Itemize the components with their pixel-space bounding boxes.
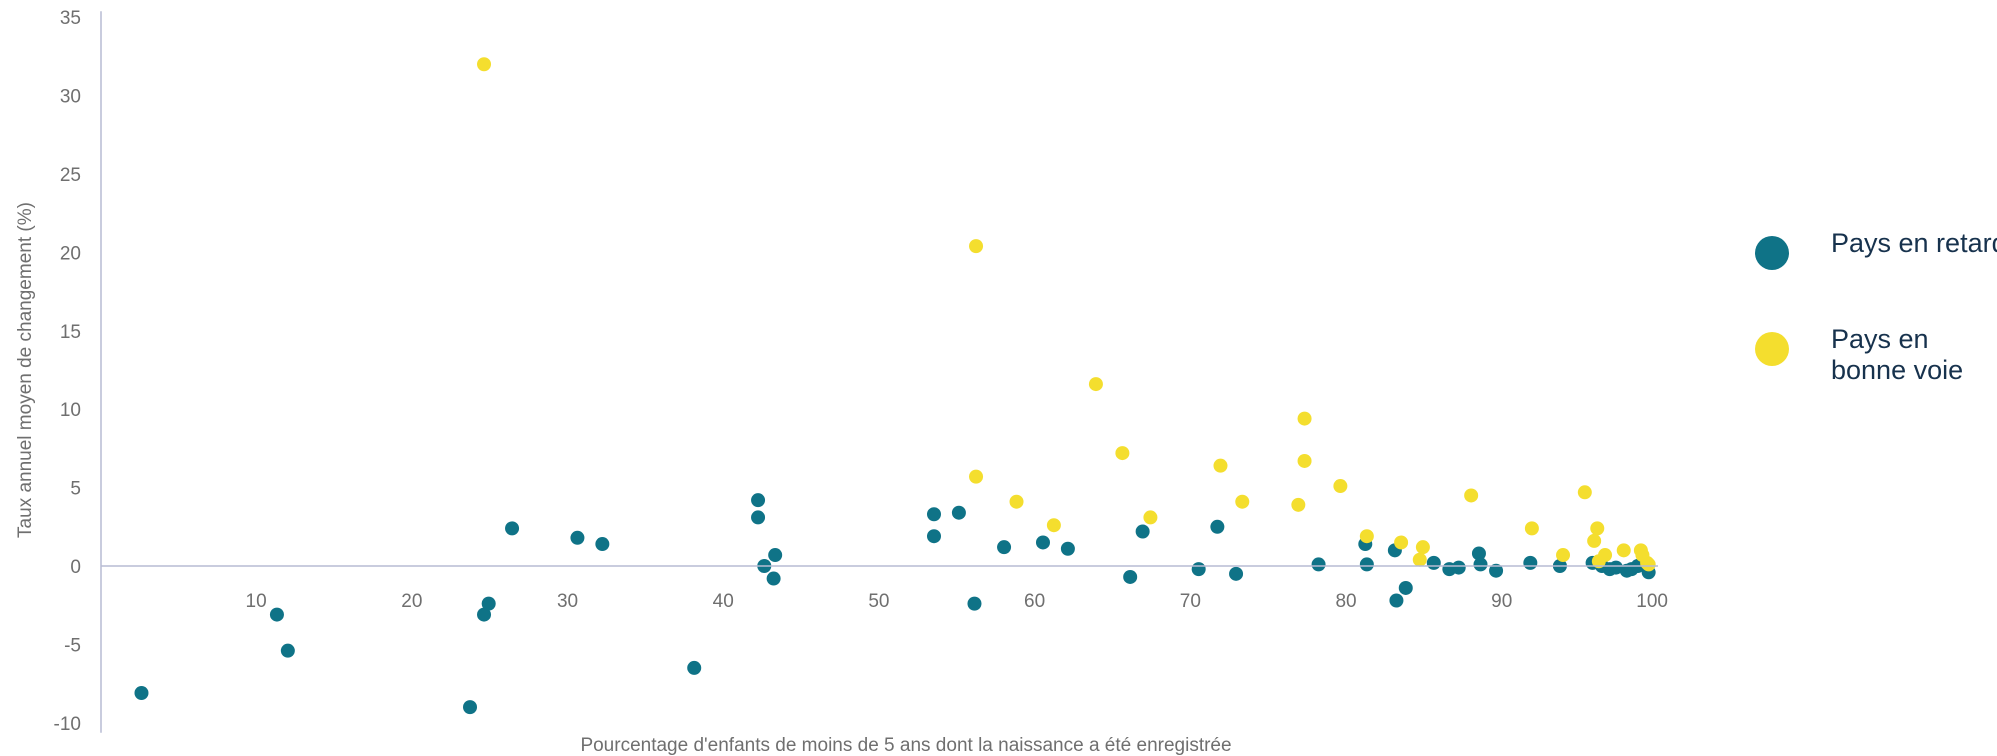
point-pays-en-bonne-voie <box>1297 411 1312 426</box>
point-pays-en-bonne-voie <box>1359 529 1374 544</box>
legend-swatch-pays-en-bonne-voie <box>1755 332 1789 366</box>
x-tick-label: 80 <box>1335 591 1356 612</box>
point-pays-en-retard <box>768 548 783 563</box>
point-pays-en-bonne-voie <box>1587 533 1602 548</box>
point-pays-en-bonne-voie <box>1213 458 1228 473</box>
point-pays-en-retard <box>1060 541 1075 556</box>
y-tick-label: 0 <box>70 557 81 578</box>
y-tick-label: 15 <box>60 322 81 343</box>
point-pays-en-bonne-voie <box>1577 485 1592 500</box>
point-pays-en-retard <box>1608 560 1623 575</box>
x-tick-label: 100 <box>1636 591 1668 612</box>
point-pays-en-bonne-voie <box>1524 521 1539 536</box>
legend-swatch-pays-en-retard <box>1755 236 1789 270</box>
point-pays-en-retard <box>951 505 966 520</box>
point-pays-en-retard <box>595 537 610 552</box>
point-pays-en-bonne-voie <box>1616 543 1631 558</box>
point-pays-en-bonne-voie <box>1235 494 1250 509</box>
point-pays-en-retard <box>967 596 982 611</box>
y-axis-title: Taux annuel moyen de changement (%) <box>15 202 36 538</box>
point-pays-en-retard <box>1311 557 1326 572</box>
point-pays-en-bonne-voie <box>969 469 984 484</box>
y-tick-label: -10 <box>54 714 81 735</box>
x-tick-label: 30 <box>557 591 578 612</box>
y-tick-labels: 35 30 25 20 15 10 5 0 -5 -10 <box>54 8 81 735</box>
y-tick-label: 20 <box>60 243 81 264</box>
point-pays-en-retard <box>1389 593 1404 608</box>
y-tick-label: 10 <box>60 400 81 421</box>
point-pays-en-retard <box>1523 555 1538 570</box>
point-pays-en-retard <box>1191 562 1206 577</box>
legend-label-pays-en-retard: Pays en retard <box>1831 228 1997 258</box>
point-pays-en-retard <box>751 510 766 525</box>
y-tick-label: 30 <box>60 87 81 108</box>
point-pays-en-bonne-voie <box>1009 494 1024 509</box>
y-tick-label: 25 <box>60 165 81 186</box>
x-tick-label: 40 <box>713 591 734 612</box>
point-pays-en-retard <box>1229 566 1244 581</box>
point-pays-en-bonne-voie <box>1333 479 1348 494</box>
point-pays-en-bonne-voie <box>477 57 492 72</box>
point-pays-en-retard <box>751 493 766 508</box>
point-pays-en-bonne-voie <box>1291 497 1306 512</box>
point-pays-en-retard <box>766 571 781 586</box>
point-pays-en-retard <box>463 700 478 715</box>
point-pays-en-retard <box>280 643 295 658</box>
point-pays-en-bonne-voie <box>1297 453 1312 468</box>
point-pays-en-retard <box>570 530 585 545</box>
x-tick-labels: 10 20 30 40 50 60 70 80 90 100 <box>246 591 1668 612</box>
x-tick-label: 60 <box>1024 591 1045 612</box>
point-pays-en-bonne-voie <box>1143 510 1158 525</box>
x-tick-label: 20 <box>401 591 422 612</box>
x-tick-label: 10 <box>246 591 267 612</box>
point-pays-en-retard <box>1035 535 1050 550</box>
point-pays-en-retard <box>481 596 496 611</box>
point-pays-en-bonne-voie <box>1598 548 1613 563</box>
y-tick-label: -5 <box>64 635 81 656</box>
point-pays-en-retard <box>505 521 520 536</box>
point-pays-en-bonne-voie <box>1556 548 1571 563</box>
points-layer <box>134 57 1656 715</box>
point-pays-en-retard <box>1210 519 1225 534</box>
point-pays-en-bonne-voie <box>969 239 984 254</box>
point-pays-en-retard <box>926 529 941 544</box>
y-tick-label: 5 <box>70 479 81 500</box>
point-pays-en-retard <box>1135 524 1150 539</box>
point-pays-en-bonne-voie <box>1412 552 1427 567</box>
point-pays-en-retard <box>269 607 284 622</box>
x-tick-label: 90 <box>1491 591 1512 612</box>
x-axis-title: Pourcentage d'enfants de moins de 5 ans … <box>580 735 1231 756</box>
point-pays-en-bonne-voie <box>1046 518 1061 533</box>
point-pays-en-retard <box>687 660 702 675</box>
legend-label-pays-en-bonne-voie: Pays en bonne voie <box>1831 324 1964 385</box>
x-tick-label: 70 <box>1180 591 1201 612</box>
point-pays-en-retard <box>1359 557 1374 572</box>
point-pays-en-retard <box>1398 580 1413 595</box>
point-pays-en-retard <box>1473 557 1488 572</box>
point-pays-en-retard <box>1123 569 1138 584</box>
point-pays-en-retard <box>1451 560 1466 575</box>
point-pays-en-retard <box>926 507 941 522</box>
point-pays-en-bonne-voie <box>1464 488 1479 503</box>
point-pays-en-bonne-voie <box>1641 557 1656 572</box>
point-pays-en-bonne-voie <box>1415 540 1430 555</box>
point-pays-en-bonne-voie <box>1590 521 1605 536</box>
point-pays-en-retard <box>1489 563 1504 578</box>
point-pays-en-retard <box>1471 546 1486 561</box>
point-pays-en-bonne-voie <box>1394 535 1409 550</box>
point-pays-en-retard <box>477 607 492 622</box>
x-tick-label: 50 <box>868 591 889 612</box>
y-tick-label: 35 <box>60 8 81 29</box>
point-pays-en-retard <box>134 686 149 701</box>
point-pays-en-bonne-voie <box>1115 446 1130 461</box>
point-pays-en-retard <box>1426 555 1441 570</box>
point-pays-en-bonne-voie <box>1088 377 1103 392</box>
point-pays-en-retard <box>997 540 1012 555</box>
